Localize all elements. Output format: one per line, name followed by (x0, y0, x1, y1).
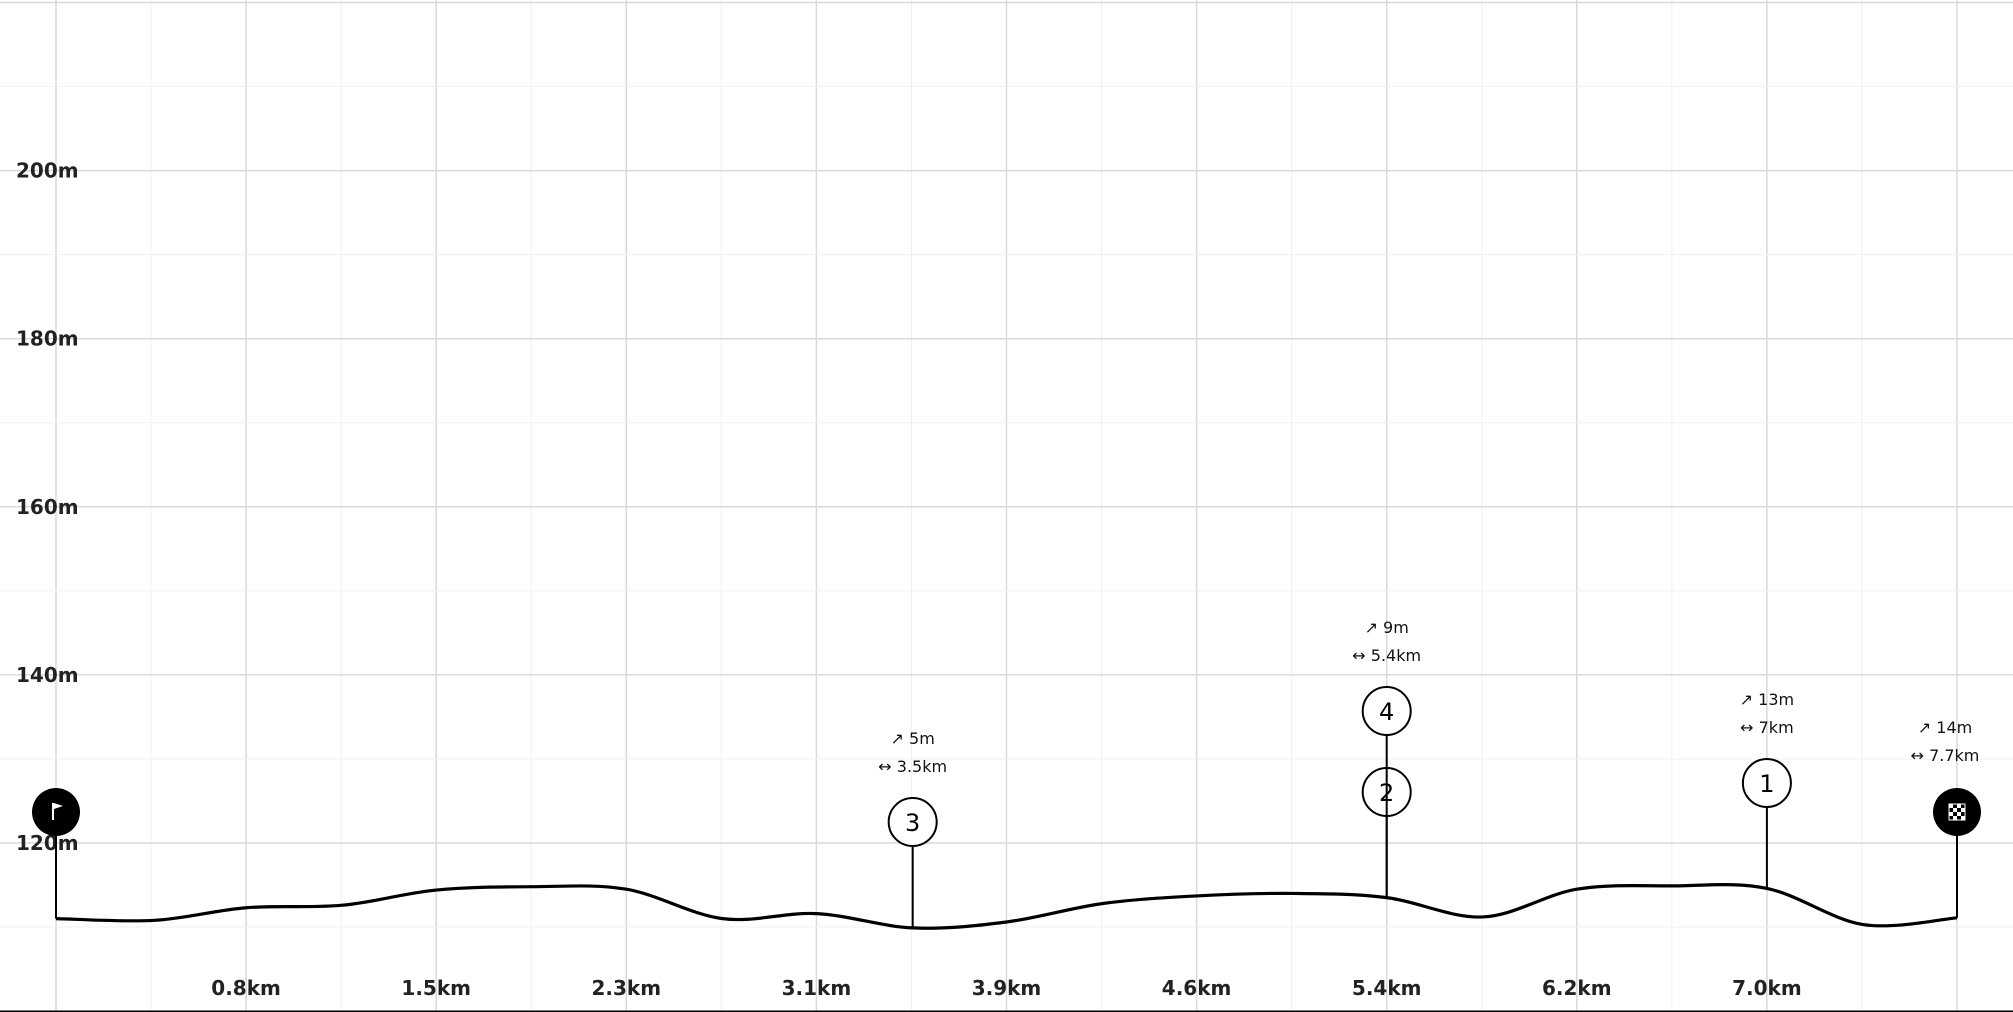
x-tick-label: 4.6km (1162, 976, 1232, 1000)
x-tick-label: 7.0km (1732, 976, 1802, 1000)
checker-square (1957, 804, 1961, 808)
x-axis-ticks: 0.8km 1.5km 2.3km 3.1km 3.9km 4.6km 5.4km 6.2km… (211, 976, 1801, 1000)
y-tick-label: 140m (16, 663, 79, 687)
start-flag-icon (32, 788, 80, 836)
checker-square (1953, 804, 1957, 808)
checker-square (1953, 812, 1957, 816)
marker-1: 1 (1741, 758, 1792, 889)
checker-square (1961, 812, 1965, 816)
marker-circle (887, 797, 938, 847)
y-axis-ticks: 120m 140m 160m 180m 200m (16, 159, 79, 855)
marker-3: 3 (887, 797, 938, 928)
y-tick-label: 200m (16, 159, 79, 183)
marker-circle (1361, 686, 1412, 736)
annotation-gain: ↗ 9m (1365, 618, 1409, 637)
checker-border (1948, 803, 1966, 821)
marker-label: 3 (905, 809, 920, 837)
checker-square (1961, 816, 1965, 820)
x-tick-label: 6.2km (1542, 976, 1612, 1000)
x-tick-label: 1.5km (401, 976, 471, 1000)
x-tick-label: 2.3km (592, 976, 662, 1000)
x-tick-label: 3.1km (782, 976, 852, 1000)
marker-circle (1741, 758, 1792, 808)
annotation-distance: ↔ 7.7km (1911, 746, 1980, 765)
annotation-gain: ↗ 14m (1918, 718, 1972, 737)
checker-square (1949, 812, 1953, 816)
annotation-1: ↗ 13m ↔ 7km (1740, 690, 1794, 737)
annotation-4: ↗ 9m ↔ 5.4km (1352, 618, 1421, 665)
x-tick-label: 3.9km (972, 976, 1042, 1000)
checker-square (1957, 808, 1961, 812)
annotation-distance: ↔ 5.4km (1352, 646, 1421, 665)
flag-cloth (54, 803, 63, 809)
checker-square (1949, 808, 1953, 812)
y-tick-label: 160m (16, 495, 79, 519)
checker-square (1961, 808, 1965, 812)
checker-square (1949, 804, 1953, 808)
marker-finish (1933, 788, 1981, 918)
x-tick-label: 5.4km (1352, 976, 1422, 1000)
annotation-finish: ↗ 14m ↔ 7.7km (1911, 718, 1980, 765)
y-tick-label: 120m (16, 831, 79, 855)
elevation-line (55, 883, 1958, 930)
marker-label: 1 (1759, 770, 1774, 798)
annotation-distance: ↔ 7km (1740, 718, 1794, 737)
checker-square (1949, 816, 1953, 820)
marker-start (32, 788, 80, 919)
checker-square (1961, 804, 1965, 808)
annotation-gain: ↗ 13m (1740, 690, 1794, 709)
checker-square (1953, 816, 1957, 820)
marker-label: 4 (1379, 698, 1394, 726)
checker-square (1957, 812, 1961, 816)
y-tick-label: 180m (16, 327, 79, 351)
annotation-3: ↗ 5m ↔ 3.5km (878, 729, 947, 776)
annotation-distance: ↔ 3.5km (878, 757, 947, 776)
x-tick-label: 0.8km (211, 976, 281, 1000)
marker-4: 4 (1361, 686, 1412, 898)
checker-square (1957, 816, 1961, 820)
annotation-gain: ↗ 5m (891, 729, 935, 748)
checker-square (1953, 808, 1957, 812)
